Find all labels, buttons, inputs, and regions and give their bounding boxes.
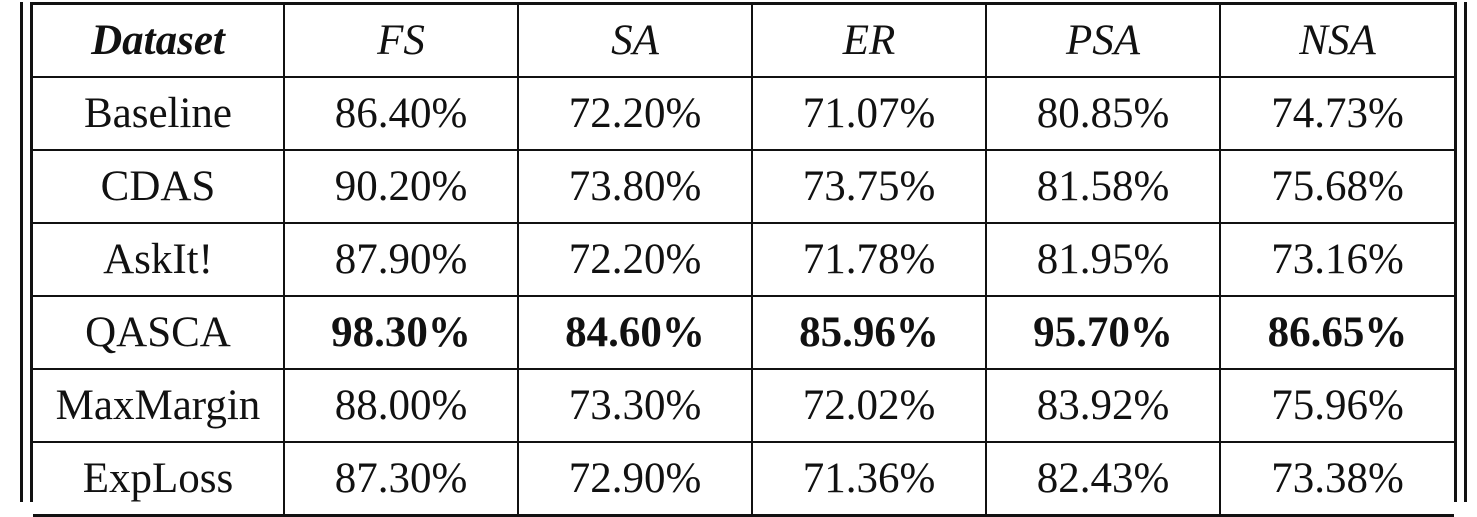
table-row: QASCA 98.30% 84.60% 85.96% 95.70% 86.65% bbox=[33, 295, 1454, 370]
table-cell: 73.16% bbox=[1219, 222, 1454, 297]
table-cell: 71.78% bbox=[751, 222, 987, 297]
table-cell: 75.68% bbox=[1219, 149, 1454, 224]
table-cell: 71.07% bbox=[751, 76, 987, 151]
table-frame: Dataset FS SA ER PSA NSA Baseline 86.40% 7… bbox=[20, 2, 1467, 517]
results-table: Dataset FS SA ER PSA NSA Baseline 86.40% 7… bbox=[33, 2, 1454, 517]
header-dataset: Dataset bbox=[33, 2, 285, 78]
table-cell: 87.90% bbox=[283, 222, 519, 297]
header-psa: PSA bbox=[985, 2, 1221, 78]
row-label: QASCA bbox=[33, 295, 285, 370]
row-label: MaxMargin bbox=[33, 368, 285, 443]
table-cell: 73.75% bbox=[751, 149, 987, 224]
table-inner-frame: Dataset FS SA ER PSA NSA Baseline 86.40% 7… bbox=[30, 2, 1457, 517]
table-cell: 83.92% bbox=[985, 368, 1221, 443]
table-cell: 81.58% bbox=[985, 149, 1221, 224]
table-cell: 95.70% bbox=[985, 295, 1221, 370]
table-cell: 81.95% bbox=[985, 222, 1221, 297]
table-cell: 98.30% bbox=[283, 295, 519, 370]
row-label: AskIt! bbox=[33, 222, 285, 297]
table-cell: 86.65% bbox=[1219, 295, 1454, 370]
table-cell: 86.40% bbox=[283, 76, 519, 151]
row-label: ExpLoss bbox=[33, 441, 285, 517]
table-cell: 82.43% bbox=[985, 441, 1221, 517]
header-fs: FS bbox=[283, 2, 519, 78]
table-row: AskIt! 87.90% 72.20% 71.78% 81.95% 73.16% bbox=[33, 222, 1454, 297]
header-nsa: NSA bbox=[1219, 2, 1454, 78]
table-cell: 73.30% bbox=[517, 368, 753, 443]
table-cell: 88.00% bbox=[283, 368, 519, 443]
table-cell: 71.36% bbox=[751, 441, 987, 517]
table-cell: 72.90% bbox=[517, 441, 753, 517]
table-row: MaxMargin 88.00% 73.30% 72.02% 83.92% 75.96% bbox=[33, 368, 1454, 443]
table-cell: 73.80% bbox=[517, 149, 753, 224]
table-row: Baseline 86.40% 72.20% 71.07% 80.85% 74.73% bbox=[33, 76, 1454, 151]
header-sa: SA bbox=[517, 2, 753, 78]
table-cell: 72.20% bbox=[517, 76, 753, 151]
table-cell: 85.96% bbox=[751, 295, 987, 370]
table-cell: 72.02% bbox=[751, 368, 987, 443]
row-label: Baseline bbox=[33, 76, 285, 151]
table-cell: 74.73% bbox=[1219, 76, 1454, 151]
table-cell: 87.30% bbox=[283, 441, 519, 517]
header-row: Dataset FS SA ER PSA NSA bbox=[33, 2, 1454, 78]
table-cell: 73.38% bbox=[1219, 441, 1454, 517]
table-row: CDAS 90.20% 73.80% 73.75% 81.58% 75.68% bbox=[33, 149, 1454, 224]
table-cell: 80.85% bbox=[985, 76, 1221, 151]
table-cell: 90.20% bbox=[283, 149, 519, 224]
table-cell: 75.96% bbox=[1219, 368, 1454, 443]
table-row: ExpLoss 87.30% 72.90% 71.36% 82.43% 73.38% bbox=[33, 441, 1454, 517]
table-cell: 84.60% bbox=[517, 295, 753, 370]
header-er: ER bbox=[751, 2, 987, 78]
row-label: CDAS bbox=[33, 149, 285, 224]
table-cell: 72.20% bbox=[517, 222, 753, 297]
